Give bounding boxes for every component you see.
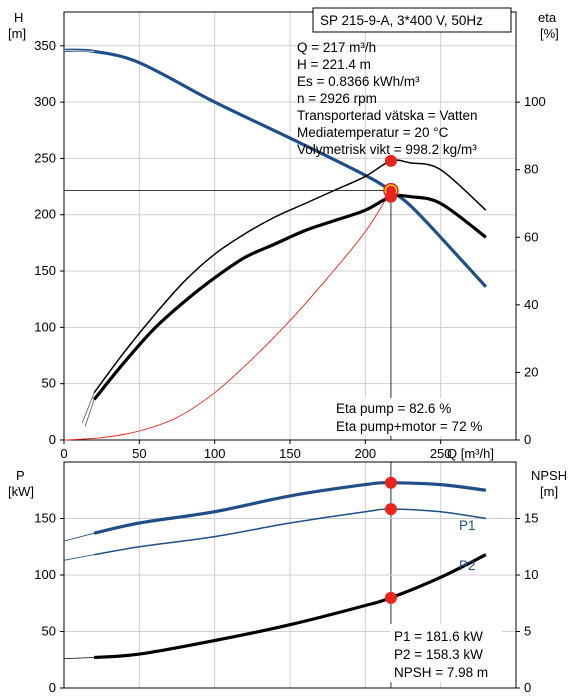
duty-info-block: Q = 217 m³/h H = 221.4 m Es = 0.8366 kWh… (297, 40, 477, 157)
lower-left-axis-unit: [kW] (8, 484, 34, 499)
npsh-duty-marker (384, 591, 397, 604)
upper-right-tick-label: 60 (524, 229, 538, 244)
upper-left-tick-label: 50 (42, 376, 56, 391)
p1-curve-extension (63, 532, 95, 542)
p2-readout: P2 = 158.3 kW (394, 647, 483, 662)
lower-left-tick-label: 0 (49, 680, 56, 695)
lower-left-tick-label: 50 (42, 624, 56, 639)
lower-left-tick-label: 100 (34, 567, 56, 582)
upper-right-tick-label: 0 (524, 432, 531, 447)
pump-motor-efficiency-curve (92, 193, 487, 401)
info-line: Mediatemperatur = 20 °C (297, 125, 449, 140)
upper-series (63, 48, 488, 441)
lower-right-tick-label: 15 (524, 511, 538, 526)
lower-right-axis-unit: [m] (540, 484, 558, 499)
p2-duty-marker (384, 503, 397, 516)
info-line: Es = 0.8366 kWh/m³ (297, 74, 420, 89)
info-line: Volymetrisk vikt = 998.2 kg/m³ (297, 142, 477, 157)
info-line: H = 221.4 m (297, 57, 371, 72)
upper-left-tick-labels: 0 50 100 150 200 250 300 350 (34, 38, 64, 447)
upper-grid (63, 12, 516, 441)
info-line: n = 2926 rpm (297, 91, 377, 106)
upper-left-tick-label: 350 (34, 38, 56, 53)
upper-left-axis-label: H (14, 10, 23, 25)
npsh-curve-extension (63, 657, 95, 660)
upper-left-tick-label: 300 (34, 94, 56, 109)
upper-left-tick-label: 200 (34, 207, 56, 222)
upper-x-axis-label: Q [m³/h] (447, 446, 494, 461)
lower-left-tick-labels: 0 50 100 150 (34, 511, 64, 695)
upper-x-tick-label: 50 (132, 446, 146, 461)
upper-x-tick-label: 200 (354, 446, 376, 461)
upper-right-tick-labels: 0 20 40 60 80 100 (516, 94, 546, 447)
efficiency-readout-box (332, 398, 508, 436)
lower-left-tick-label: 150 (34, 511, 56, 526)
p2-curve-extension (63, 554, 95, 561)
lower-right-axis-label: NPSH (531, 468, 567, 483)
upper-duty-markers (383, 154, 399, 203)
eta-pump-motor-readout: Eta pump+motor = 72 % (336, 419, 482, 434)
lower-series (63, 481, 487, 660)
efficiency-curve-extension (84, 399, 95, 427)
upper-x-tick-label: 0 (60, 446, 67, 461)
upper-right-axis-unit: [%] (540, 26, 559, 41)
upper-left-tick-label: 150 (34, 263, 56, 278)
p1-readout: P1 = 181.6 kW (394, 629, 483, 644)
lower-left-axis-label: P (16, 468, 25, 483)
power-readout-box (390, 624, 502, 682)
lower-right-tick-labels: 0 5 10 15 (516, 511, 538, 695)
info-line: Q = 217 m³/h (297, 40, 376, 55)
efficiency-curve-extension (81, 392, 95, 424)
chart-title: SP 215-9-A, 3*400 V, 50Hz (320, 13, 483, 28)
lower-right-tick-label: 10 (524, 567, 538, 582)
pump-efficiency-curve (93, 159, 487, 394)
p1-duty-marker (384, 476, 397, 489)
p2-series-label: P2 (459, 558, 476, 573)
head-curve-extension (63, 49, 95, 52)
info-line: Transporterad vätska = Vatten (297, 108, 477, 123)
lower-right-tick-label: 5 (524, 624, 531, 639)
p1-curve (93, 481, 487, 535)
lower-right-tick-label: 0 (524, 680, 531, 695)
upper-duty-point-lines (64, 190, 392, 688)
upper-left-axis-unit: [m] (8, 26, 26, 41)
lower-duty-markers (384, 476, 397, 604)
npsh-readout: NPSH = 7.98 m (394, 665, 488, 680)
upper-right-tick-label: 100 (524, 94, 546, 109)
eta-pump-readout: Eta pump = 82.6 % (336, 401, 451, 416)
system-curve (63, 190, 392, 441)
p1-series-label: P1 (459, 518, 476, 533)
upper-right-axis-label: eta (538, 10, 557, 25)
npsh-curve (93, 553, 487, 660)
upper-x-tick-label: 100 (204, 446, 226, 461)
upper-right-tick-label: 80 (524, 162, 538, 177)
head-curve (63, 48, 488, 288)
chart-title-box (312, 7, 512, 33)
upper-x-tick-label: 250 (430, 446, 452, 461)
upper-left-tick-label: 0 (49, 432, 56, 447)
upper-left-tick-label: 250 (34, 150, 56, 165)
upper-x-tick-label: 150 (279, 446, 301, 461)
upper-right-tick-label: 20 (524, 364, 538, 379)
eta-pump-marker (384, 154, 397, 167)
p2-curve (93, 508, 487, 556)
eta-pump-motor-marker (384, 190, 397, 203)
upper-left-tick-label: 100 (34, 319, 56, 334)
upper-x-tick-labels: 0 50 100 150 200 250 (60, 440, 452, 461)
upper-right-tick-label: 40 (524, 297, 538, 312)
